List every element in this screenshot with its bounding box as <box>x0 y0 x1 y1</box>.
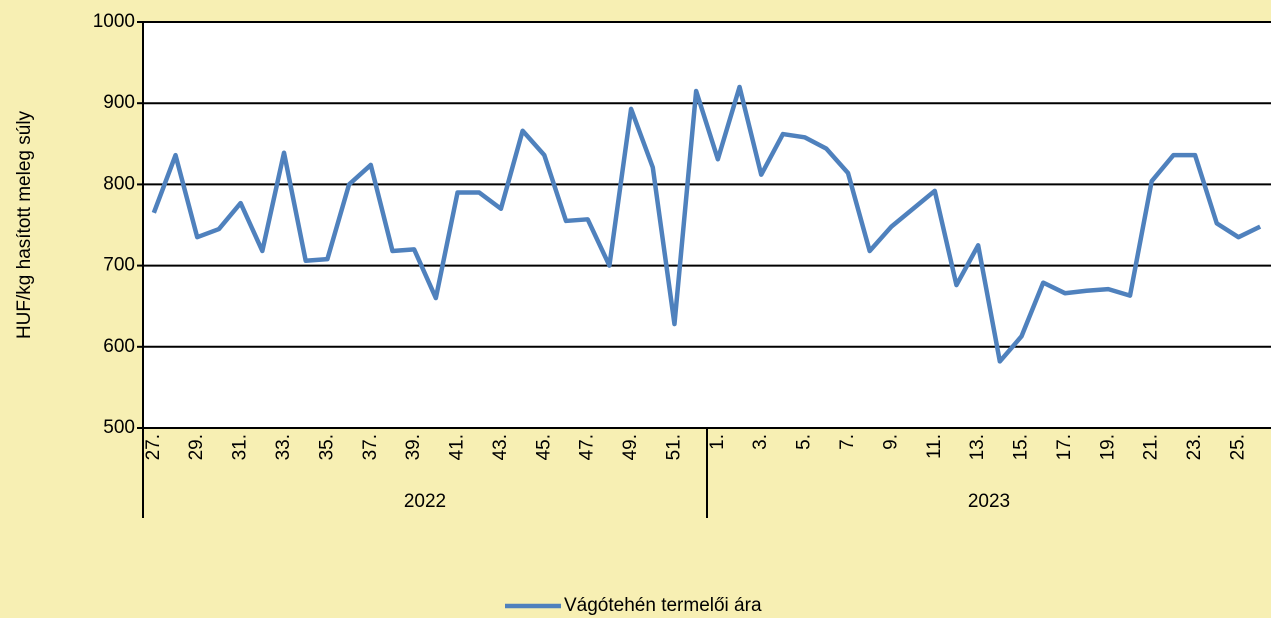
data-line <box>151 84 1262 364</box>
x-tick-label: 27. <box>143 434 164 460</box>
x-tick-label: 7. <box>837 434 858 450</box>
x-tick-label: 1. <box>707 434 728 450</box>
group-label: 2023 <box>968 491 1010 512</box>
x-tick-label: 25. <box>1227 434 1248 460</box>
plot-area <box>143 22 1271 428</box>
y-tick-label: 500 <box>103 417 135 438</box>
y-tick-label: 700 <box>103 255 135 276</box>
x-tick-label: 5. <box>794 434 815 450</box>
y-tick-label: 800 <box>103 173 135 194</box>
x-tick-label: 17. <box>1054 434 1075 460</box>
x-tick-label: 51. <box>663 434 684 460</box>
x-tick-label: 15. <box>1011 434 1032 460</box>
x-tick-label: 45. <box>533 434 554 460</box>
x-tick-label: 47. <box>577 434 598 460</box>
x-tick-label: 33. <box>273 434 294 460</box>
x-tick-label: 9. <box>880 434 901 450</box>
x-tick-label: 31. <box>230 434 251 460</box>
x-tick-label: 23. <box>1184 434 1205 460</box>
group-label: 2022 <box>404 491 446 512</box>
x-tick-label: 41. <box>447 434 468 460</box>
x-tick-label: 21. <box>1141 434 1162 460</box>
x-tick-label: 39. <box>403 434 424 460</box>
x-tick-label: 43. <box>490 434 511 460</box>
y-tick-label: 1000 <box>93 11 135 32</box>
legend-label: Vágótehén termelői ára <box>564 595 762 616</box>
x-tick-label: 35. <box>316 434 337 460</box>
y-tick-label: 600 <box>103 336 135 357</box>
x-tick-label: 3. <box>750 434 771 450</box>
x-tick-label: 29. <box>186 434 207 460</box>
x-tick-label: 37. <box>360 434 381 460</box>
x-tick-label: 19. <box>1097 434 1118 460</box>
y-tick-label: 900 <box>103 92 135 113</box>
x-tick-label: 49. <box>620 434 641 460</box>
y-axis-label: HUF/kg hasított meleg súly <box>14 110 35 339</box>
x-tick-label: 13. <box>967 434 988 460</box>
x-tick-label: 11. <box>924 434 945 459</box>
